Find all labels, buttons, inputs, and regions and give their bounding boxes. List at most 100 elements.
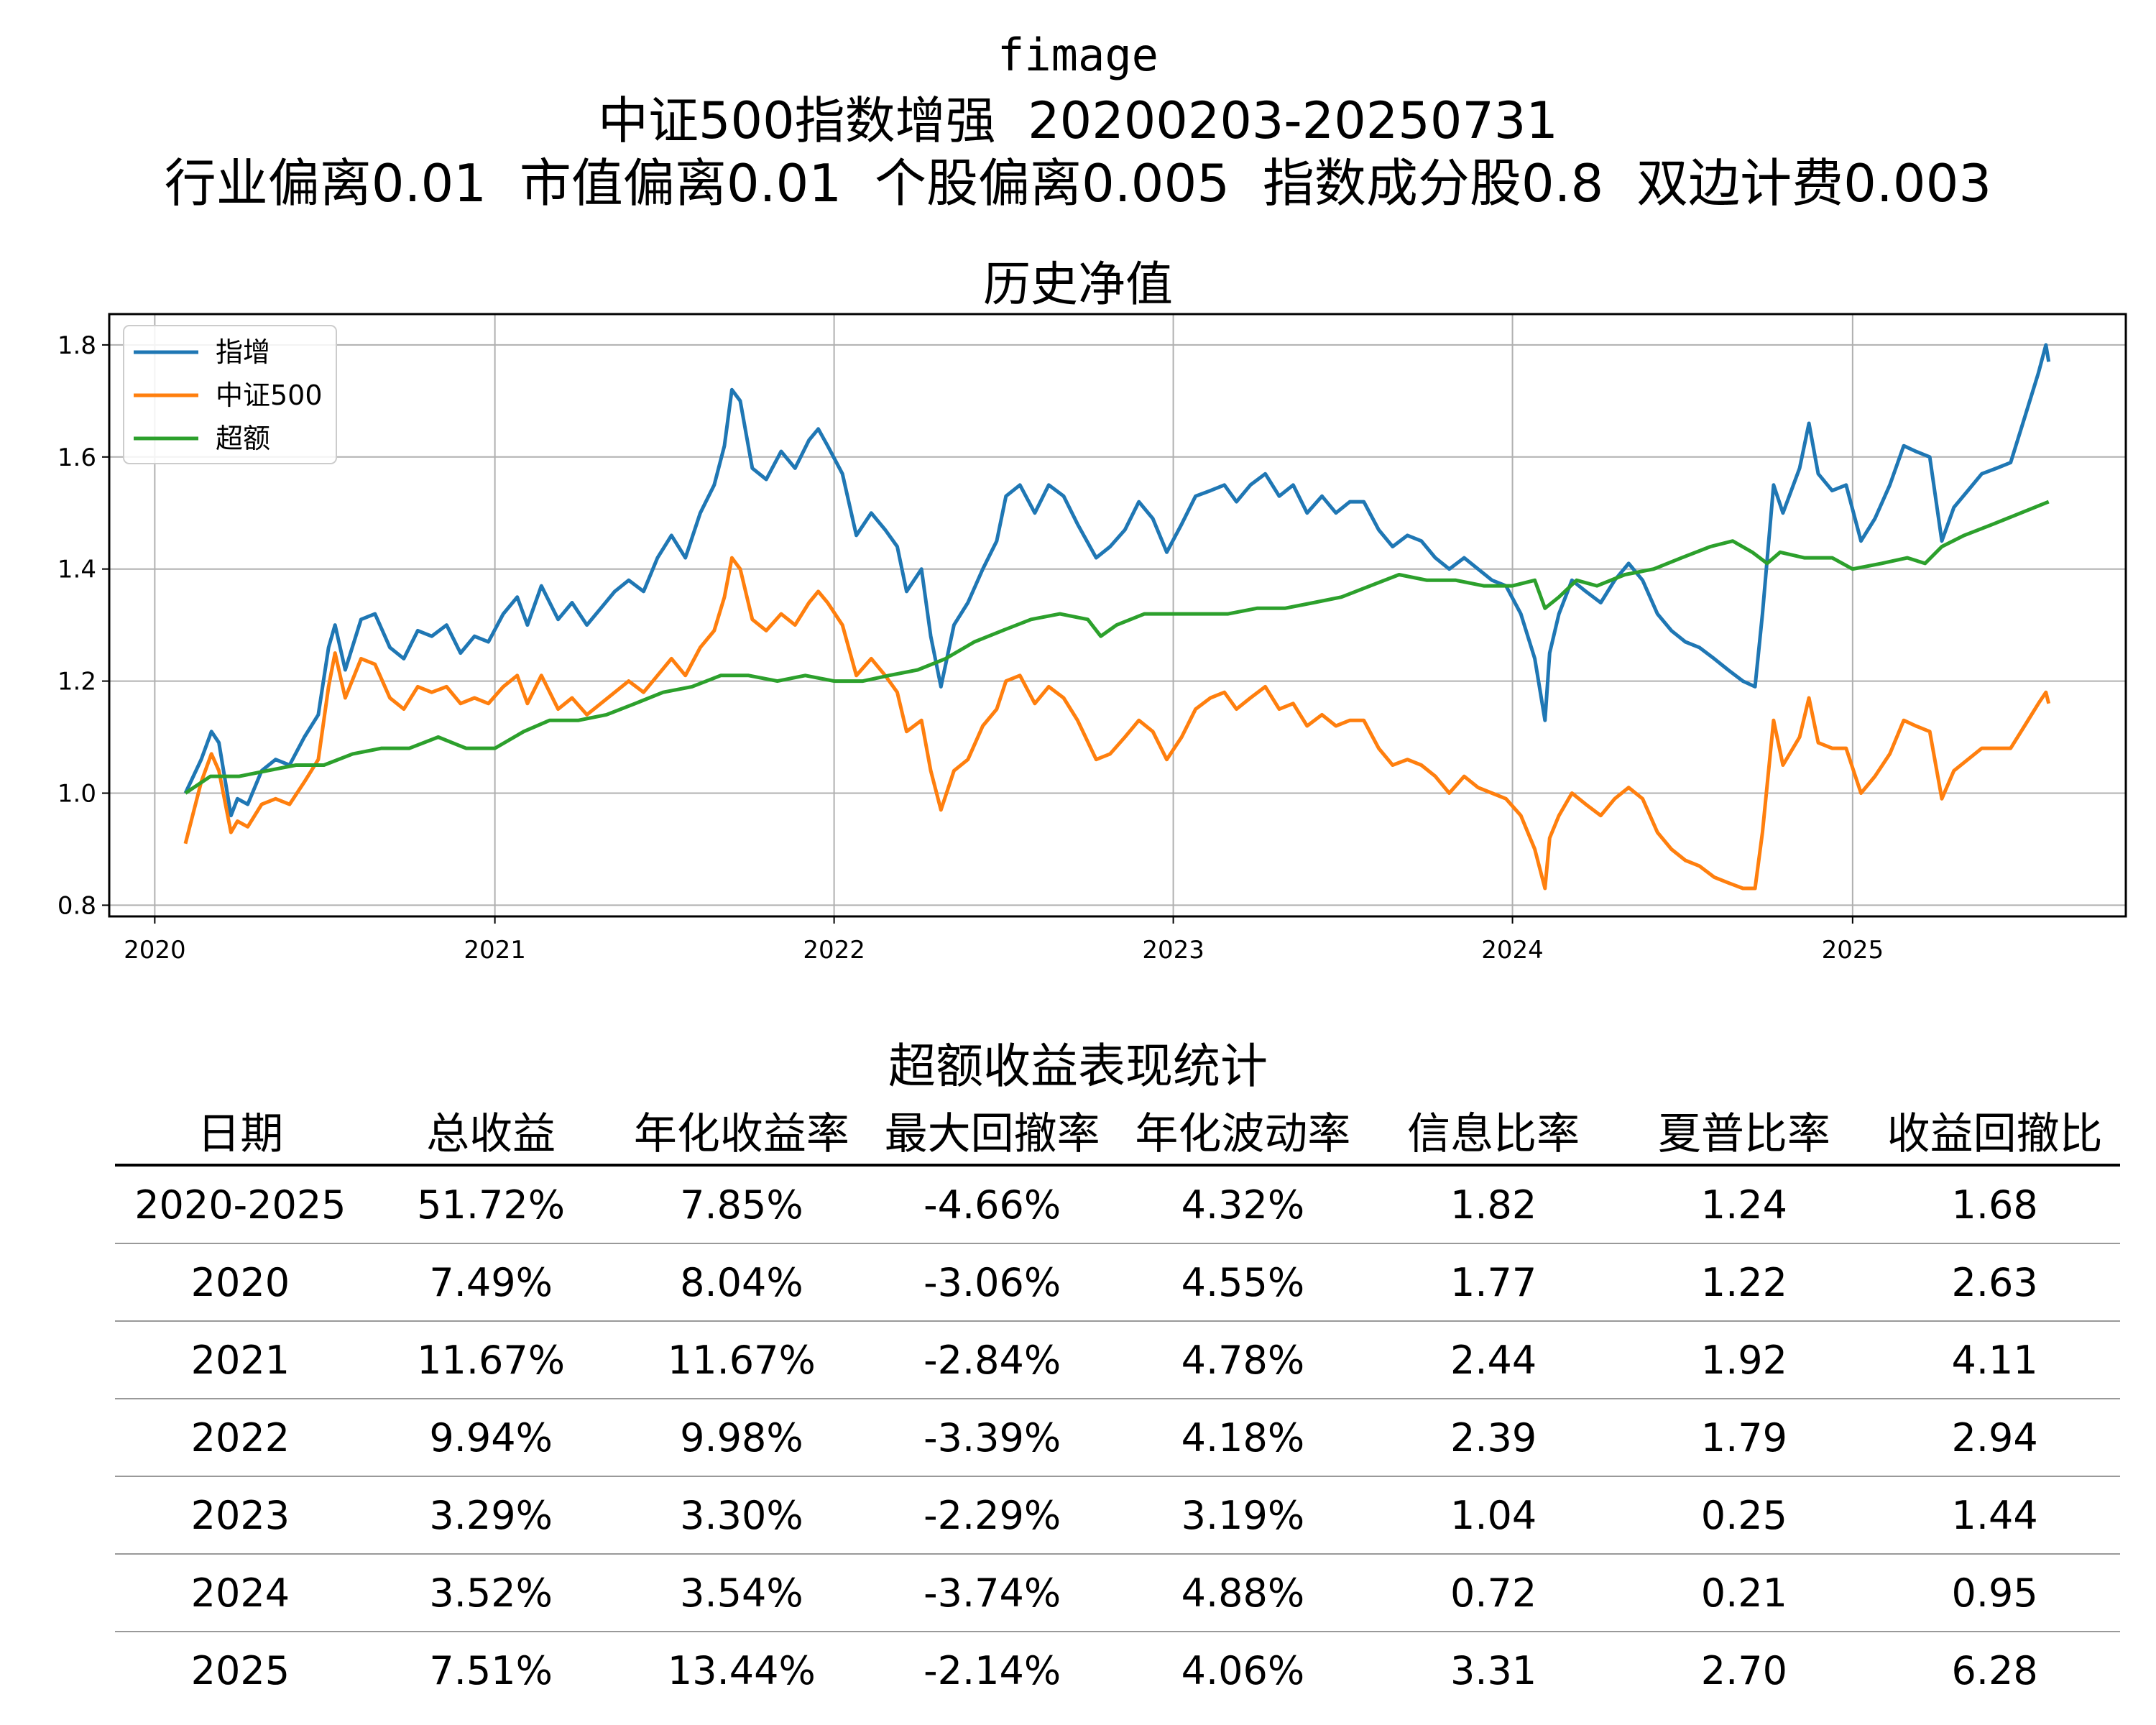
nav-line-chart: 2020 2021 2022 2023 2024 2025 0.8 1.0 1.2 1.4 1.6 1… (57, 313, 2127, 965)
x-tick-label: 2021 (464, 936, 526, 965)
legend-label: 超额 (216, 423, 270, 454)
y-tick-label: 1.2 (57, 668, 96, 696)
y-tick-label: 1.0 (57, 780, 96, 809)
column-header: 年化收益率 (616, 1096, 867, 1167)
column-header: 收益回撤比 (1869, 1096, 2120, 1167)
table-cell: 2021 (115, 1321, 366, 1399)
table-cell: 1.92 (1618, 1321, 1870, 1399)
x-tick-label: 2020 (124, 936, 186, 965)
table-cell: 4.11 (1869, 1321, 2120, 1399)
table-cell: -2.14% (923, 1647, 1061, 1693)
table-cell: -2.29% (867, 1476, 1118, 1555)
table-cell: 7.51% (429, 1647, 553, 1693)
table-cell: 2.94 (1869, 1399, 2120, 1477)
table-cell: 3.52% (365, 1554, 617, 1632)
table-cell: 2.63 (1869, 1243, 2120, 1322)
table-cell: 4.06% (1181, 1647, 1305, 1693)
table-cell: 4.88% (1118, 1554, 1368, 1632)
table-cell: 0.21 (1618, 1554, 1870, 1632)
x-tick-label: 2025 (1822, 936, 1884, 965)
table-cell: 3.54% (616, 1554, 867, 1632)
table-cell: 2.70 (1700, 1647, 1787, 1693)
table-cell: -2.84% (867, 1321, 1118, 1399)
legend-box (123, 325, 337, 464)
table-cell: 0.25 (1618, 1476, 1870, 1555)
table-cell: -4.66% (867, 1165, 1118, 1244)
column-header: 总收益 (365, 1096, 617, 1167)
table-cell: 1.24 (1618, 1165, 1870, 1244)
table-cell: 1.68 (1869, 1165, 2120, 1244)
figure-title-line-1: fimage (998, 29, 1158, 81)
series-line-超额 (184, 500, 2050, 795)
table-cell: 7.85% (616, 1165, 867, 1244)
table-cell: -3.74% (867, 1554, 1118, 1632)
table-cell: 2020-2025 (115, 1165, 366, 1244)
table-cell: 0.95 (1869, 1554, 2120, 1632)
column-header: 日期 (115, 1096, 366, 1167)
table-row: 2023 3.29% 3.30% -2.29% 3.19% 1.04 0.25 … (115, 1476, 2120, 1555)
figure-title-line-3: 行业偏离0.01 市值偏离0.01 个股偏离0.005 指数成分股0.8 双边计… (164, 153, 1992, 213)
table-cell: 2020 (115, 1243, 366, 1322)
table-cell: 8.04% (616, 1243, 867, 1322)
y-tick-label: 1.4 (57, 556, 96, 584)
table-row: 2022 9.94% 9.98% -3.39% 4.18% 2.39 1.79 … (115, 1399, 2120, 1477)
table-row: 2020 7.49% 8.04% -3.06% 4.55% 1.77 1.22 … (115, 1243, 2120, 1322)
legend-label: 指增 (216, 336, 270, 368)
table-cell: 1.04 (1368, 1476, 1619, 1555)
table-cell: 4.18% (1118, 1399, 1368, 1477)
table-cell: -3.06% (867, 1243, 1118, 1322)
table-cell: 11.67% (616, 1321, 867, 1399)
table-cell: 7.49% (365, 1243, 617, 1322)
x-tick-label: 2022 (803, 936, 865, 965)
column-header: 信息比率 (1368, 1096, 1619, 1167)
table-row: 2020-2025 51.72% 7.85% -4.66% 4.32% 1.82… (115, 1165, 2120, 1244)
table-cell: 4.78% (1118, 1321, 1368, 1399)
y-tick-label: 0.8 (57, 891, 96, 920)
table-cell: 1.22 (1618, 1243, 1870, 1322)
table-cell: -3.39% (867, 1399, 1118, 1477)
column-header: 年化波动率 (1118, 1096, 1368, 1167)
excess-return-stats-table: 日期 总收益 年化收益率 最大回撤率 年化波动率 信息比率 夏普比率 收益回撤比… (115, 1096, 2120, 1708)
table-cell: 13.44% (667, 1647, 816, 1693)
table-cell: 1.44 (1869, 1476, 2120, 1555)
table-cell: 11.67% (365, 1321, 617, 1399)
plot-frame (108, 313, 2127, 918)
table-cell: 2023 (115, 1476, 366, 1555)
table-cell: 0.72 (1368, 1554, 1619, 1632)
table-row: 2025 7.51% 13.44% -2.14% 4.06% 3.31 2.70… (115, 1632, 2120, 1708)
table-row: 2024 3.52% 3.54% -3.74% 4.88% 0.72 0.21 … (115, 1554, 2120, 1632)
x-tick-label: 2024 (1481, 936, 1544, 965)
table-cell: 4.32% (1118, 1165, 1368, 1244)
table-cell: 2025 (190, 1647, 290, 1693)
y-tick-label: 1.6 (57, 443, 96, 472)
table-cell: 4.55% (1118, 1243, 1368, 1322)
series-line-中证500 (183, 556, 2051, 891)
table-cell: 1.79 (1618, 1399, 1870, 1477)
table-row: 2021 11.67% 11.67% -2.84% 4.78% 2.44 1.9… (115, 1321, 2120, 1399)
column-header: 夏普比率 (1618, 1096, 1870, 1167)
table-cell: 2.39 (1368, 1399, 1619, 1477)
table-cell: 2022 (115, 1399, 366, 1477)
column-header: 最大回撤率 (867, 1096, 1118, 1167)
table-cell: 9.98% (616, 1399, 867, 1477)
legend-label: 中证500 (216, 380, 323, 411)
table-cell: 51.72% (365, 1165, 617, 1244)
table-cell: 1.77 (1368, 1243, 1619, 1322)
table-cell: 1.82 (1368, 1165, 1619, 1244)
table-cell: 6.28 (1951, 1647, 2038, 1693)
table-cell: 2.44 (1368, 1321, 1619, 1399)
chart-title: 历史净值 (983, 257, 1173, 312)
table-cell: 9.94% (365, 1399, 617, 1477)
x-tick-label: 2023 (1142, 936, 1204, 965)
table-title: 超额收益表现统计 (888, 1039, 1268, 1094)
y-tick-label: 1.8 (57, 331, 96, 360)
figure-title-line-2: 中证500指数增强 20200203-20250731 (598, 91, 1558, 150)
table-cell: 3.31 (1450, 1647, 1537, 1693)
table-cell: 3.19% (1118, 1476, 1368, 1555)
table-cell: 3.30% (616, 1476, 867, 1555)
table-header-row: 日期 总收益 年化收益率 最大回撤率 年化波动率 信息比率 夏普比率 收益回撤比 (115, 1096, 2120, 1167)
table-cell: 2024 (115, 1554, 366, 1632)
series-line-指增 (183, 343, 2051, 818)
table-cell: 3.29% (365, 1476, 617, 1555)
